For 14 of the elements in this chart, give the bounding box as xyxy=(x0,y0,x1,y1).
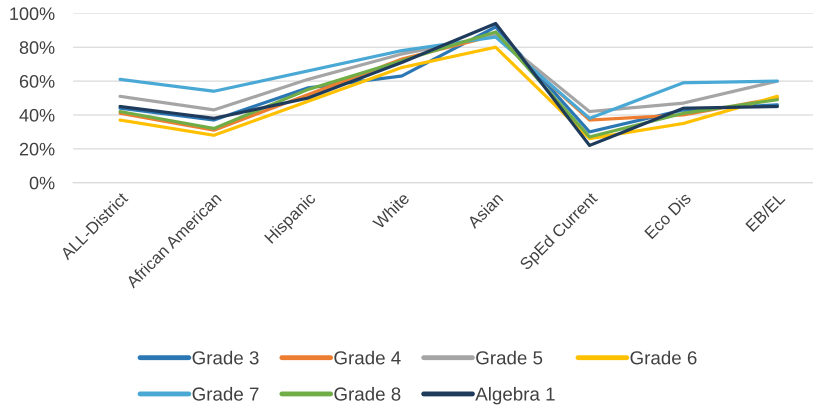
legend-label: Grade 5 xyxy=(476,350,542,364)
y-tick-label: 60% xyxy=(20,75,54,88)
legend-label: Algebra 1 xyxy=(475,386,555,404)
y-tick-label: 40% xyxy=(19,108,54,122)
x-tick-label: Eco Dis xyxy=(644,191,692,240)
y-tick-label: 20% xyxy=(20,142,54,156)
legend-label: Grade 4 xyxy=(334,350,401,364)
legend-label: Grade 6 xyxy=(630,350,696,364)
legend-label: Grade 7 xyxy=(192,386,258,401)
y-tick-label: 80% xyxy=(20,41,54,54)
legend-label: Grade 3 xyxy=(192,350,259,364)
y-tick-label: 0% xyxy=(30,176,54,190)
y-tick-label: 100% xyxy=(10,7,54,20)
legend-label: Grade 8 xyxy=(334,386,400,401)
